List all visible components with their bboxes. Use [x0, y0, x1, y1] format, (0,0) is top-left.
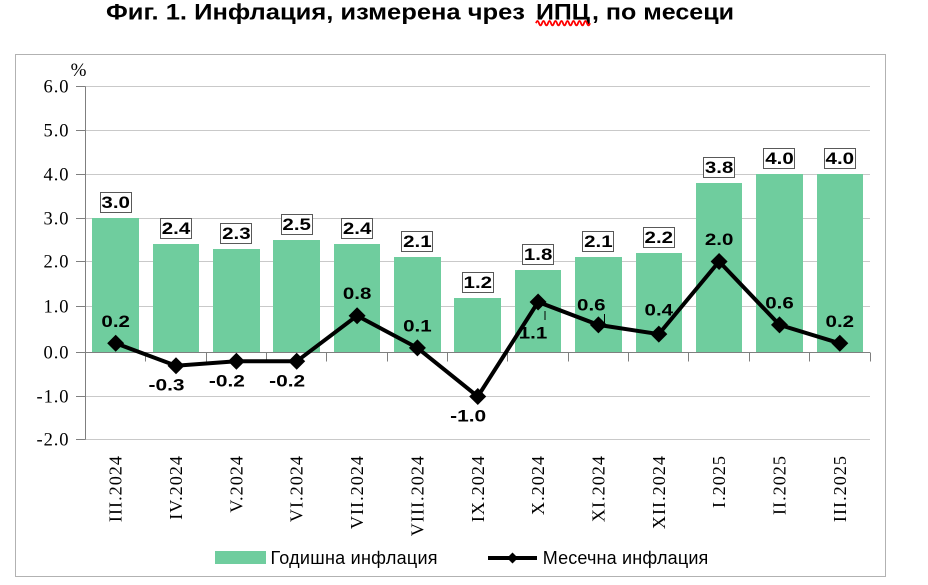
- svg-text:IV.2024: IV.2024: [166, 455, 186, 520]
- svg-text:3.8: 3.8: [705, 159, 734, 177]
- svg-text:-0.3: -0.3: [149, 377, 185, 395]
- svg-text:-1.0: -1.0: [450, 408, 486, 426]
- svg-text:2.4: 2.4: [343, 220, 373, 238]
- svg-text:II.2025: II.2025: [770, 455, 790, 515]
- svg-text:0.1: 0.1: [403, 317, 432, 335]
- svg-text:I.2025: I.2025: [709, 455, 729, 508]
- svg-text:Годишна инфлация: Годишна инфлация: [271, 548, 438, 568]
- svg-text:VI.2024: VI.2024: [287, 455, 307, 522]
- svg-text:2.2: 2.2: [645, 229, 674, 247]
- svg-text:-1.0: -1.0: [37, 387, 69, 407]
- svg-text:III.2024: III.2024: [106, 455, 126, 522]
- svg-text:6.0: 6.0: [44, 77, 69, 97]
- svg-text:IX.2024: IX.2024: [468, 455, 488, 522]
- svg-text:4.0: 4.0: [44, 165, 69, 185]
- svg-text:ИПЦ: ИПЦ: [536, 0, 590, 24]
- svg-text:-0.2: -0.2: [209, 372, 245, 390]
- svg-text:2.4: 2.4: [162, 220, 192, 238]
- svg-text:2.5: 2.5: [282, 216, 311, 234]
- svg-text:4.0: 4.0: [765, 150, 794, 168]
- svg-text:1.2: 1.2: [464, 274, 493, 292]
- svg-text:III.2025: III.2025: [830, 455, 850, 522]
- svg-text:VII.2024: VII.2024: [347, 455, 367, 529]
- svg-text:X.2024: X.2024: [528, 455, 548, 515]
- svg-text:5.0: 5.0: [44, 121, 69, 141]
- svg-text:V.2024: V.2024: [226, 455, 246, 513]
- svg-text:Месечна инфлация: Месечна инфлация: [543, 548, 709, 568]
- svg-text:%: %: [71, 60, 87, 81]
- svg-text:2.0: 2.0: [705, 231, 734, 249]
- svg-text:2.1: 2.1: [403, 233, 432, 251]
- svg-text:0.4: 0.4: [645, 301, 675, 319]
- svg-text:4.0: 4.0: [826, 150, 855, 168]
- svg-text:Фиг. 1. Инфлация, измерена чре: Фиг. 1. Инфлация, измерена чрез: [106, 0, 525, 24]
- svg-text:2.3: 2.3: [222, 225, 251, 243]
- svg-text:-2.0: -2.0: [37, 430, 69, 450]
- svg-text:2.0: 2.0: [44, 252, 69, 272]
- svg-text:-0.2: -0.2: [269, 372, 305, 390]
- svg-text:XII.2024: XII.2024: [649, 455, 669, 529]
- svg-text:2.1: 2.1: [584, 233, 613, 251]
- svg-text:0.6: 0.6: [765, 294, 794, 312]
- svg-text:0.2: 0.2: [101, 313, 130, 331]
- svg-text:0.8: 0.8: [343, 285, 372, 303]
- svg-text:XI.2024: XI.2024: [588, 455, 608, 522]
- svg-text:0.0: 0.0: [44, 343, 69, 363]
- svg-text:3.0: 3.0: [101, 194, 130, 212]
- svg-text:3.0: 3.0: [44, 209, 69, 229]
- svg-text:, по месеци: , по месеци: [592, 0, 734, 24]
- svg-text:1.8: 1.8: [524, 246, 553, 264]
- svg-text:1.0: 1.0: [44, 297, 69, 317]
- svg-text:VIII.2024: VIII.2024: [407, 455, 427, 536]
- svg-text:0.6: 0.6: [577, 297, 606, 315]
- svg-text:1.1: 1.1: [519, 325, 548, 343]
- svg-text:0.2: 0.2: [826, 313, 855, 331]
